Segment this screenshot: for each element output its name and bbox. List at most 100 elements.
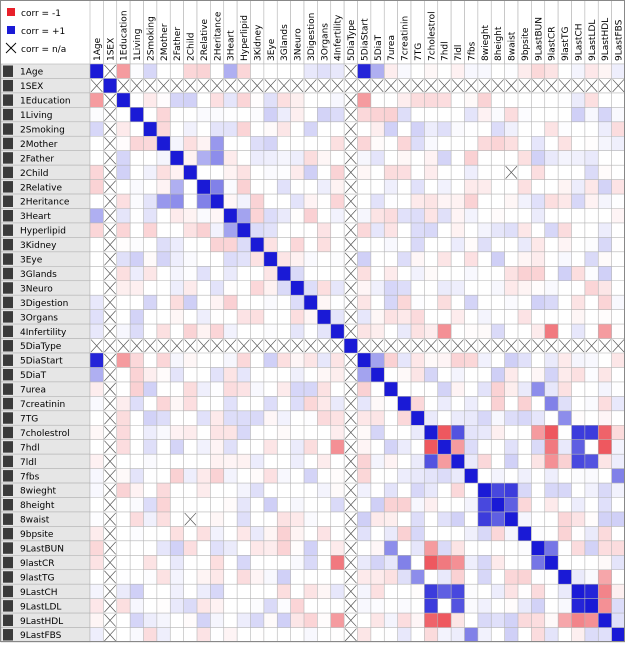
matrix-cell: [477, 136, 492, 151]
row-label: 7cholestrol: [20, 429, 70, 439]
matrix-cell: [411, 425, 425, 440]
matrix-cell: [611, 627, 625, 642]
matrix-cell: [237, 555, 251, 570]
row-marker: [3, 123, 13, 135]
matrix-cell: [598, 381, 612, 397]
matrix-cell: [263, 150, 278, 166]
matrix-cell: [263, 165, 278, 180]
matrix-cell: [263, 627, 278, 642]
matrix-cell: [584, 324, 599, 339]
matrix-cell: [317, 540, 331, 556]
matrix-cell: [464, 627, 478, 642]
matrix-cell: [397, 222, 411, 238]
matrix-cell: [210, 208, 224, 223]
matrix-cell: [197, 598, 211, 614]
matrix-cell: [130, 367, 144, 382]
matrix-cell: [223, 251, 238, 267]
na-cross: [104, 628, 117, 642]
matrix-cell: [237, 136, 251, 151]
matrix-cell: [263, 497, 278, 512]
matrix-cell: [170, 454, 184, 469]
matrix-cell: [571, 150, 585, 166]
matrix-cell: [304, 194, 318, 209]
matrix-cell: [237, 64, 251, 79]
matrix-cell: [250, 179, 264, 195]
matrix-cell: [210, 425, 224, 440]
matrix-cell: [237, 613, 251, 628]
matrix-cell: [611, 266, 625, 281]
matrix-cell: [384, 540, 398, 556]
matrix-cell: [397, 266, 411, 281]
matrix-cell: [143, 569, 157, 585]
matrix-cell: [437, 381, 452, 397]
matrix-cell: [210, 165, 224, 180]
matrix-cell: [197, 569, 211, 585]
matrix-cell: [598, 121, 612, 137]
matrix-cell: [384, 222, 398, 238]
matrix-cell: [598, 309, 612, 325]
matrix-cell: [491, 309, 505, 325]
matrix-cell: [290, 208, 304, 223]
row-label: 9LastCH: [20, 588, 58, 598]
na-cross: [505, 165, 518, 179]
matrix-cell: [558, 511, 572, 527]
matrix-cell: [197, 266, 211, 281]
matrix-cell: [103, 78, 117, 93]
matrix-cell: [451, 613, 465, 628]
matrix-cell: [518, 396, 532, 411]
matrix-cell: [330, 468, 345, 484]
row-marker: [3, 527, 13, 540]
matrix-cell: [491, 555, 505, 570]
matrix-cell: [183, 194, 197, 209]
matrix-cell: [317, 165, 331, 180]
na-cross: [344, 295, 357, 309]
matrix-cell: [183, 222, 197, 238]
matrix-cell: [357, 222, 371, 238]
na-cross: [371, 339, 384, 353]
matrix-cell: [116, 222, 131, 238]
matrix-cell: [531, 381, 545, 397]
matrix-cell: [464, 396, 478, 411]
matrix-cell: [384, 295, 398, 310]
matrix-cell: [544, 526, 559, 541]
matrix-cell: [437, 468, 452, 484]
na-cross: [558, 79, 571, 93]
matrix-cell: [571, 425, 585, 440]
row-marker: [3, 296, 13, 309]
na-cross: [277, 79, 290, 93]
matrix-cell: [130, 555, 144, 570]
na-cross: [344, 368, 357, 382]
matrix-cell: [116, 92, 131, 108]
matrix-cell: [411, 598, 425, 614]
matrix-cell: [424, 136, 438, 151]
matrix-cell: [170, 526, 184, 541]
row-label: 4Infertility: [20, 328, 67, 338]
matrix-cell: [330, 295, 345, 310]
matrix-cell: [518, 251, 532, 267]
matrix-cell: [130, 222, 144, 238]
matrix-cell: [290, 584, 304, 599]
row-marker: [3, 267, 13, 280]
na-cross: [318, 79, 331, 93]
matrix-cell: [130, 150, 144, 166]
matrix-cell: [170, 237, 184, 252]
matrix-cell: [290, 526, 304, 541]
matrix-cell: [384, 555, 398, 570]
matrix-cell: [223, 208, 238, 223]
matrix-cell: [477, 497, 492, 512]
matrix-cell: [464, 555, 478, 570]
matrix-cell: [210, 266, 224, 281]
matrix-cell: [424, 381, 438, 397]
matrix-cell: [571, 237, 585, 252]
matrix-cell: [571, 439, 585, 455]
matrix-cell: [304, 569, 318, 585]
matrix-cell: [330, 627, 345, 642]
matrix-cell: [183, 150, 197, 166]
matrix-cell: [317, 497, 331, 512]
matrix-cell: [116, 165, 131, 180]
matrix-cell: [130, 208, 144, 223]
matrix-cell: [451, 251, 465, 267]
matrix-cell: [116, 136, 131, 151]
row-marker: [3, 368, 13, 381]
matrix-cell: [317, 439, 331, 455]
